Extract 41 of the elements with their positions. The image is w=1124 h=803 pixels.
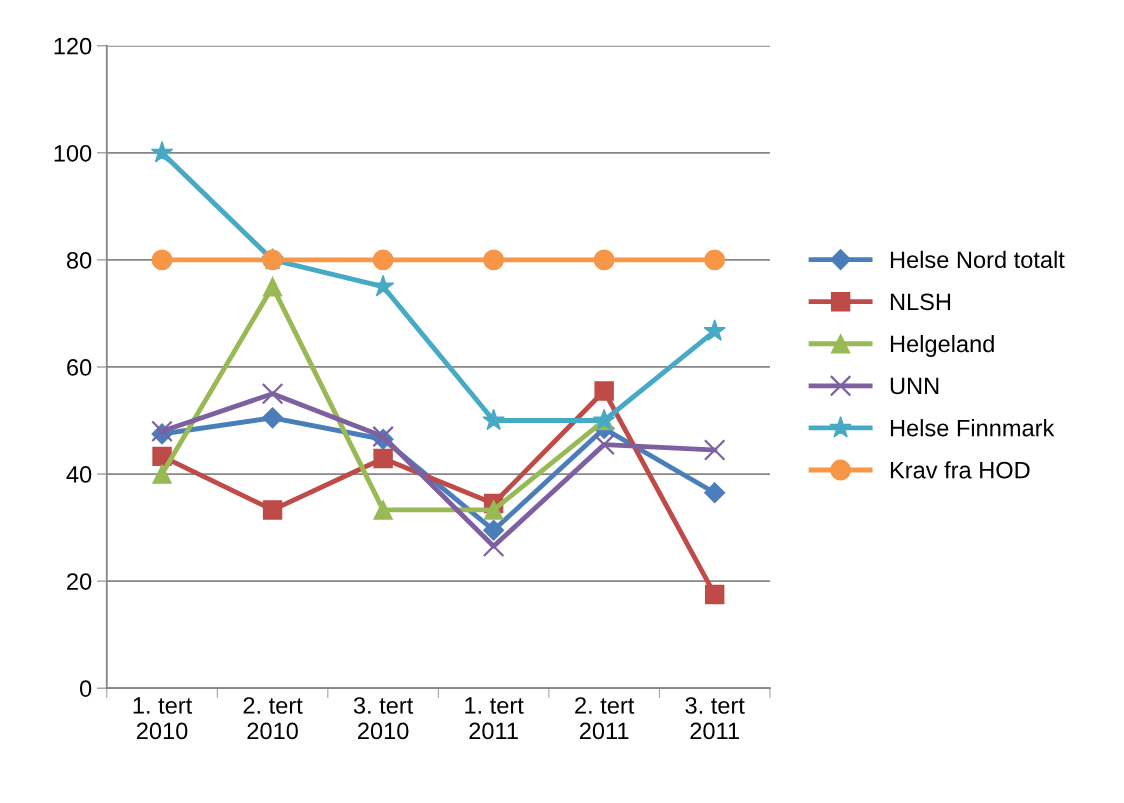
x-tick-label: 1. tert 2010 — [133, 697, 193, 740]
legend-label: Helgeland — [890, 334, 994, 357]
point — [703, 439, 726, 461]
legend-label: Krav fra HOD — [890, 461, 1030, 479]
legend-label: NLSH — [890, 293, 951, 311]
point — [262, 407, 284, 429]
legend-label: UNN — [890, 377, 939, 395]
point — [373, 448, 393, 469]
x-tick-label: 3. tert 2011 — [685, 697, 745, 740]
y-tick-label: 120 — [54, 37, 92, 55]
point — [152, 464, 172, 484]
x-tick-label: 2. tert 2011 — [575, 697, 635, 740]
point — [262, 500, 283, 520]
point — [150, 141, 174, 163]
y-tick-label: 100 — [54, 144, 92, 162]
point — [483, 500, 504, 520]
point — [704, 482, 726, 504]
point — [482, 408, 505, 431]
point — [483, 519, 505, 541]
point — [261, 382, 284, 405]
legend-label: Helse Nord totalt — [890, 250, 1065, 269]
point — [373, 500, 393, 520]
y-tick-label: 40 — [66, 466, 92, 483]
point — [372, 249, 394, 271]
x-tick-label: 3. tert 2010 — [353, 697, 414, 740]
point — [593, 249, 615, 271]
legend-label: Helse Finnmark — [890, 419, 1055, 437]
point — [483, 249, 505, 271]
point — [262, 276, 283, 297]
point — [594, 381, 614, 401]
y-tick-label: 20 — [67, 573, 92, 590]
point — [593, 433, 615, 456]
x-tick-label: 2. tert 2010 — [243, 697, 303, 740]
point — [703, 319, 726, 341]
y-tick-label: 60 — [67, 359, 92, 376]
x-tick-label: 1. tert 2011 — [465, 697, 524, 740]
y-tick-label: 80 — [66, 251, 92, 269]
point — [151, 249, 173, 271]
y-tick-label: 0 — [79, 680, 92, 697]
point — [704, 584, 725, 605]
point — [704, 249, 726, 271]
